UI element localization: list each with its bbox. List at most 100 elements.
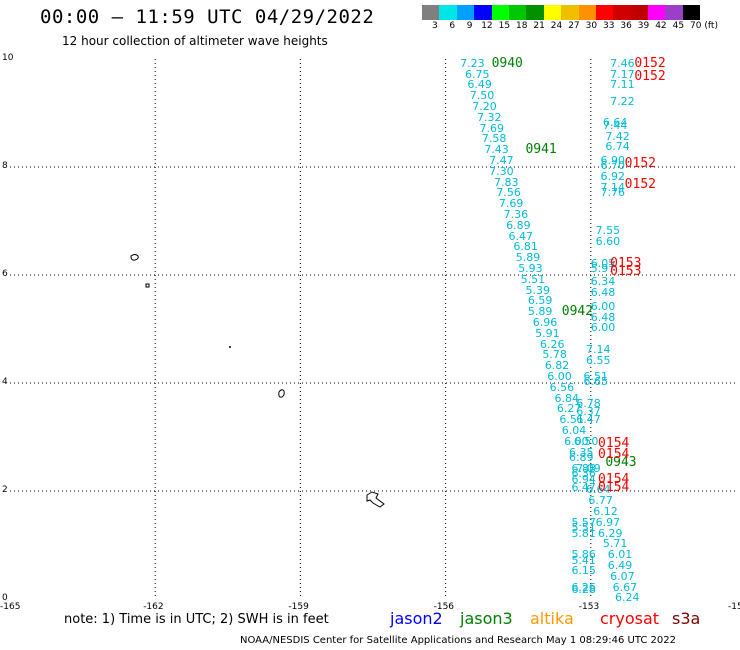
swh-value: 7.47 — [489, 153, 514, 167]
swh-value: 7.14 — [585, 342, 611, 356]
swh-value: 5.91 — [535, 326, 560, 340]
swh-value: 6.64 — [585, 483, 611, 497]
swh-value: 5.41 — [571, 553, 596, 567]
swh-value: 7.43 — [484, 143, 509, 157]
island-outline — [229, 346, 231, 348]
swh-value: 6.35 — [569, 445, 594, 459]
legend-jason2: jason2 — [390, 609, 443, 628]
color-swatch — [613, 5, 631, 20]
color-scale-label: 21 — [533, 21, 545, 31]
pass-time-label: 0941 — [525, 142, 557, 158]
swh-value: 7.30 — [489, 164, 514, 178]
legend-s3a: s3a — [672, 609, 701, 628]
color-swatch — [648, 5, 666, 20]
swh-value: 6.00 — [564, 434, 589, 448]
swh-value: 6.48 — [590, 286, 616, 300]
pass-time-label: 0943 — [605, 455, 637, 471]
swh-value: 6.51 — [583, 369, 609, 383]
color-swatch — [508, 5, 527, 20]
swh-value: 7.58 — [481, 132, 507, 146]
color-scale-label: 24 — [550, 21, 563, 31]
pass-time-label: 0153 — [610, 255, 642, 271]
swh-value: 6.00 — [590, 321, 616, 335]
map-subtitle: 12 hour collection of altimeter wave hei… — [62, 34, 328, 48]
swh-value: 6.88 — [571, 461, 596, 475]
pass-time-label: 0154 — [598, 471, 630, 487]
swh-value: 7.23 — [460, 56, 485, 70]
color-scale-label: 12 — [481, 21, 493, 31]
swh-value: 7.36 — [503, 207, 529, 221]
pass-time-label: 0152 — [624, 177, 656, 193]
pass-time-label: 0154 — [598, 436, 630, 452]
swh-value: 6.29 — [598, 526, 623, 540]
swh-value: 7.09 — [576, 461, 601, 475]
color-scale-label: 33 — [603, 21, 615, 31]
swh-value: 6.47 — [508, 229, 534, 243]
y-tick-label: 8 — [2, 161, 8, 171]
swh-value: 7.42 — [605, 129, 630, 143]
swh-value: 6.90 — [600, 153, 625, 167]
island-outline — [130, 254, 139, 261]
swh-value: 6.28 — [571, 583, 596, 597]
color-swatch — [682, 5, 701, 20]
swh-value: 7.76 — [600, 186, 625, 200]
swh-value: 7.83 — [494, 175, 519, 189]
x-tick-label: -156 — [433, 602, 455, 612]
swh-value: 6.77 — [588, 494, 613, 508]
pass-time-label: 0152 — [634, 55, 666, 71]
swh-value: 5.93 — [518, 261, 543, 275]
color-swatch — [474, 5, 492, 20]
swh-value: 6.84 — [554, 391, 580, 405]
swh-value: 6.56 — [549, 380, 575, 394]
pass-time-label: 0153 — [610, 263, 642, 279]
y-tick-label: 4 — [2, 377, 8, 387]
color-scale-label: 30 — [585, 21, 598, 31]
swh-value: 7.11 — [610, 78, 635, 92]
swh-value: 6.04 — [561, 423, 587, 437]
y-tick-label: 10 — [2, 53, 14, 63]
swh-value: 7.55 — [595, 224, 621, 238]
pass-time-label: 0942 — [561, 304, 594, 320]
swh-value: 6.15 — [571, 564, 596, 578]
x-tick-label: -162 — [143, 602, 164, 612]
swh-value: 6.97 — [595, 515, 621, 529]
swh-value: 6.67 — [612, 580, 638, 594]
swh-value: 6.37 — [576, 405, 601, 419]
swh-value: 7.44 — [602, 118, 628, 132]
color-scale-unit: (ft) — [704, 21, 718, 31]
color-scale-label: 70 — [690, 21, 702, 31]
color-swatch — [630, 5, 649, 20]
swh-value: 7.69 — [479, 121, 504, 135]
swh-value: 6.89 — [569, 450, 594, 464]
swh-value: 6.59 — [527, 294, 553, 308]
swh-value: 6.64 — [602, 116, 628, 130]
swh-value: 5.97 — [590, 261, 616, 275]
color-swatch — [665, 5, 683, 20]
island-outline — [278, 389, 285, 398]
swh-value: 7.14 — [600, 180, 625, 194]
swh-value: 6.49 — [467, 78, 492, 92]
swh-value: 6.07 — [610, 569, 635, 583]
swh-value: 6.00 — [590, 299, 616, 313]
x-tick-label: -159 — [288, 602, 309, 612]
color-scale-label: 27 — [568, 21, 580, 31]
color-swatch — [543, 5, 562, 20]
swh-value: 7.50 — [469, 89, 495, 103]
y-tick-label: 0 — [2, 593, 8, 603]
color-swatch — [491, 5, 509, 20]
swh-value: 6.60 — [595, 234, 621, 248]
color-scale-label: 42 — [655, 21, 667, 31]
swh-value: 6.89 — [506, 218, 531, 232]
swh-value: 6.34 — [590, 275, 616, 289]
pass-time-label: 0154 — [598, 447, 630, 463]
y-tick-label: 2 — [2, 485, 8, 495]
credit-line: NOAA/NESDIS Center for Satellite Applica… — [240, 635, 676, 646]
swh-value: 6.78 — [576, 396, 601, 410]
swh-value: 6.27 — [556, 402, 582, 416]
x-tick-label: -15 — [728, 602, 740, 612]
color-scale-label: 9 — [466, 21, 473, 31]
swh-value: 6.48 — [590, 310, 616, 324]
map-title: 00:00 — 11:59 UTC 04/29/2022 — [40, 6, 375, 28]
swh-value: 5.39 — [525, 283, 550, 297]
color-swatch — [578, 5, 596, 20]
